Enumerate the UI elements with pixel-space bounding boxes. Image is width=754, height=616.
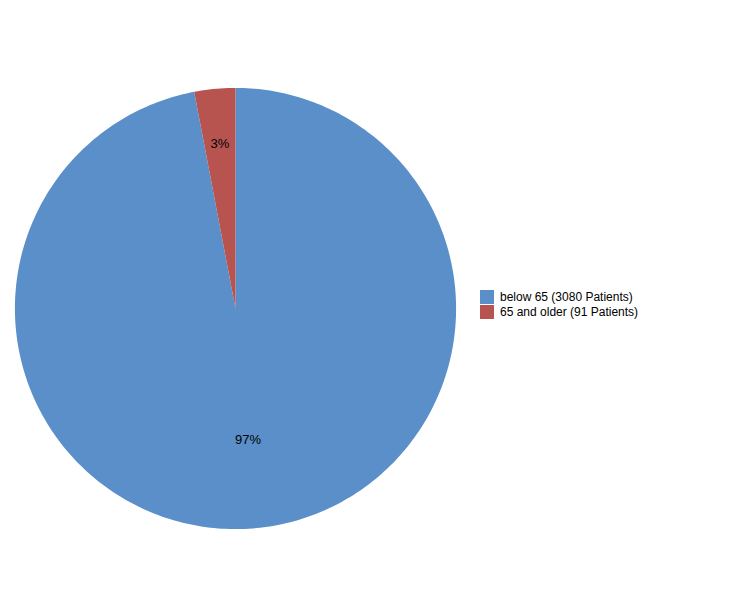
svg-text:3%: 3% bbox=[211, 136, 230, 151]
svg-text:97%: 97% bbox=[235, 432, 261, 447]
html-text:below 65 (3080 Patients): below 65 (3080 Patients) bbox=[500, 290, 633, 304]
html-text:65 and older (91 Patients): 65 and older (91 Patients) bbox=[500, 305, 639, 319]
